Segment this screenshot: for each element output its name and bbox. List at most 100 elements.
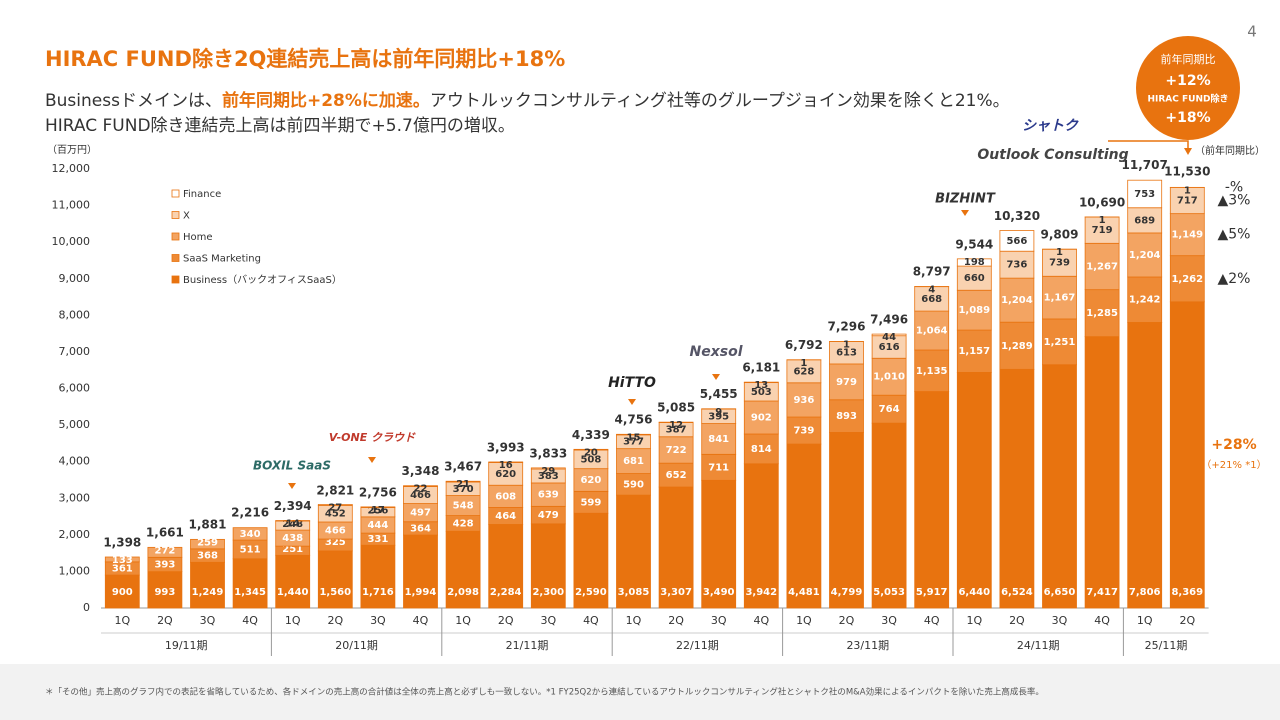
yoy-label: +28% (1211, 437, 1256, 453)
legend-swatch (171, 211, 180, 219)
bar-segment (360, 506, 396, 508)
bar-segment (445, 530, 481, 609)
total-label: 8,797 (913, 265, 951, 279)
bar-segment (786, 443, 822, 609)
bar-value-label: 1,716 (362, 587, 394, 598)
yoy-label: ▲2% (1218, 271, 1251, 287)
bar-segment (999, 230, 1035, 252)
x-tick-label: 3Q (711, 614, 727, 627)
y-tick-label: 3,000 (59, 491, 91, 504)
x-group-label: 23/11期 (846, 639, 889, 652)
y-tick-label: 6,000 (59, 382, 91, 395)
bar-segment (914, 349, 950, 392)
bar-value-label: 599 (580, 497, 601, 508)
bar-value-label: 340 (240, 529, 261, 540)
total-label: 2,756 (359, 486, 397, 500)
y-tick-label: 11,000 (52, 199, 91, 212)
bar-value-label: 2,300 (532, 587, 564, 598)
bar-value-label: 1,089 (958, 305, 990, 316)
bar-value-label: 902 (751, 413, 772, 424)
bar-segment (147, 546, 183, 558)
bar-segment (1169, 213, 1205, 257)
total-label: 1,398 (103, 535, 141, 549)
bar-segment (616, 494, 651, 609)
bar-value-label: 814 (751, 444, 772, 455)
x-tick-label: 3Q (1052, 614, 1068, 627)
total-label: 7,296 (828, 320, 866, 334)
bar-value-label: 739 (793, 426, 814, 437)
legend-swatch (171, 232, 180, 241)
bar-value-label: 608 (495, 491, 516, 502)
bar-value-label: 1,251 (1044, 337, 1076, 348)
bar-value-label: 29 (541, 466, 555, 477)
x-tick-label: 3Q (200, 614, 216, 627)
bar-value-label: 1,204 (1129, 250, 1161, 261)
bar-value-label: 44 (882, 332, 896, 343)
bar-value-label: 5,053 (873, 587, 905, 598)
bar-value-label: 1,289 (1001, 341, 1033, 352)
x-group-label: 22/11期 (676, 639, 719, 652)
y-tick-label: 2,000 (59, 528, 91, 541)
bar-segment (956, 289, 992, 331)
logo: BOXIL SaaS (253, 459, 331, 473)
legend-label: Home (183, 232, 213, 243)
subtitle-part: アウトルックコンサルティング社等のグループジョイン効果を除くと21%。 (430, 91, 1010, 111)
yoy-header: （前年同期比） (1195, 144, 1265, 157)
bar-segment (616, 448, 651, 474)
legend-swatch (171, 275, 180, 284)
bar-value-label: 900 (112, 587, 133, 598)
logo-arrow (288, 483, 296, 489)
bar-segment (1127, 232, 1163, 278)
bar-segment (956, 329, 992, 373)
bar-segment (1169, 301, 1205, 609)
bar-segment (573, 448, 609, 451)
bar-value-label: 12 (669, 420, 683, 431)
total-label: 3,993 (487, 440, 525, 454)
bar-segment (275, 554, 311, 609)
bar-segment (1084, 336, 1120, 609)
bar-segment (999, 277, 1035, 323)
bar-value-label: 5,917 (916, 587, 948, 598)
legend-label: X (183, 211, 190, 222)
y-tick-label: 5,000 (59, 418, 91, 431)
bar-segment (701, 423, 737, 455)
bar-value-label: 628 (793, 366, 814, 377)
bar-value-label: 466 (325, 526, 346, 537)
bar-value-label: 14 (286, 519, 300, 530)
bar-value-label: 3,942 (745, 587, 777, 598)
bar-value-label: 620 (495, 469, 516, 480)
bar-value-label: 660 (964, 273, 985, 284)
bar-value-label: 1,064 (916, 326, 948, 337)
bar-segment (871, 422, 907, 609)
bar-value-label: 753 (1134, 189, 1155, 200)
bar-segment (530, 467, 566, 470)
bar-value-label: 4,799 (831, 587, 863, 598)
bar-segment (743, 433, 779, 465)
bar-segment (701, 453, 737, 481)
bar-segment (871, 357, 907, 396)
logo: シャトク (1022, 118, 1079, 134)
total-label: 5,085 (657, 400, 695, 414)
total-label: 2,821 (316, 483, 354, 497)
bar-segment (232, 558, 268, 609)
bar-value-label: 1,135 (916, 366, 948, 377)
bar-value-label: 722 (666, 445, 687, 456)
bar-segment (1169, 255, 1205, 303)
bar-value-label: 511 (240, 544, 261, 555)
bar-value-label: 1 (843, 339, 850, 350)
bar-segment (190, 538, 225, 550)
bar-value-label: 508 (580, 454, 601, 465)
legend-label: Business（バックオフィスSaaS） (183, 274, 342, 286)
bar-segment (1042, 248, 1077, 277)
bar-value-label: 893 (836, 411, 857, 422)
x-tick-label: 4Q (583, 614, 599, 627)
bar-value-label: 1,157 (958, 346, 990, 357)
footer-band (0, 664, 1280, 720)
total-label: 4,756 (615, 413, 653, 427)
x-tick-label: 1Q (114, 614, 130, 627)
x-tick-label: 3Q (540, 614, 556, 627)
bar-value-label: 979 (836, 377, 857, 388)
x-tick-label: 2Q (498, 614, 514, 627)
bar-value-label: 256 (367, 506, 388, 517)
y-axis-label: （百万円） (47, 144, 97, 156)
